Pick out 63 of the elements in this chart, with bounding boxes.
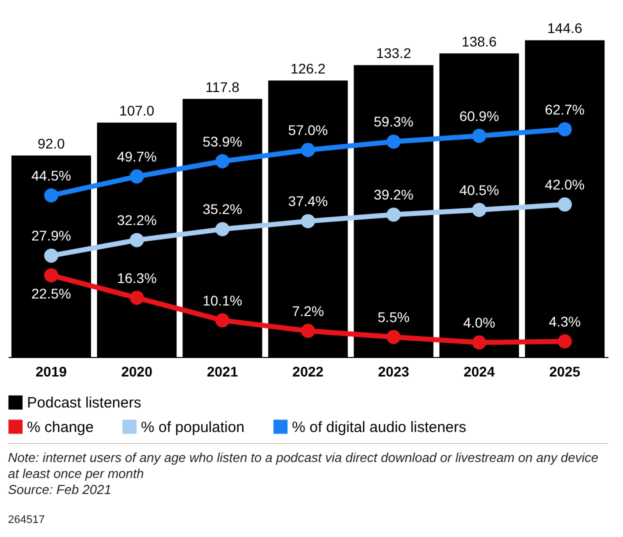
data-label: 42.0% bbox=[544, 176, 585, 192]
data-label: 92.0 bbox=[38, 135, 66, 152]
data-label: 57.0% bbox=[288, 122, 328, 138]
legend-label: % of digital audio listeners bbox=[292, 418, 466, 436]
legend-label: % of population bbox=[141, 418, 244, 436]
legend-label: % change bbox=[27, 418, 94, 436]
x-tick-label: 2023 bbox=[378, 364, 410, 380]
data-label: 107.0 bbox=[119, 102, 155, 119]
data-label: 39.2% bbox=[374, 186, 414, 203]
text: Note: internet users of any age who listen to a podcast via direct download or livestream on any device at least once per month bbox=[8, 450, 600, 482]
data-label: 5.5% bbox=[378, 309, 410, 326]
x-tick-label: 2025 bbox=[549, 364, 581, 380]
point bbox=[472, 128, 486, 143]
point bbox=[300, 214, 316, 228]
data-label: 32.2% bbox=[116, 212, 157, 228]
data-label: 37.4% bbox=[288, 193, 328, 210]
point bbox=[386, 134, 401, 149]
x-tick-label: 2021 bbox=[206, 364, 238, 380]
data-label: 144.6 bbox=[547, 20, 582, 36]
data-label: 60.9% bbox=[459, 108, 500, 124]
point bbox=[472, 202, 486, 217]
data-label: 10.1% bbox=[202, 292, 242, 308]
text: 264517 bbox=[8, 513, 46, 528]
legend-label: Podcast listeners bbox=[27, 394, 142, 412]
data-label: 40.5% bbox=[459, 182, 500, 198]
source-note: Source: Feb 2021 bbox=[8, 482, 112, 498]
point bbox=[44, 188, 58, 202]
point bbox=[472, 335, 486, 350]
point bbox=[386, 330, 401, 344]
x-tick-label: 2019 bbox=[36, 364, 68, 380]
point bbox=[300, 142, 316, 158]
data-label: 138.6 bbox=[462, 33, 497, 50]
point bbox=[215, 154, 230, 168]
point bbox=[300, 324, 316, 338]
point bbox=[215, 313, 230, 328]
data-label: 53.9% bbox=[202, 133, 242, 150]
point bbox=[130, 169, 144, 184]
data-label: 126.2 bbox=[290, 60, 326, 77]
data-label: 4.3% bbox=[548, 313, 581, 330]
point bbox=[215, 222, 230, 236]
point bbox=[44, 248, 58, 263]
data-label: 4.0% bbox=[463, 314, 496, 330]
data-label: 49.7% bbox=[116, 148, 157, 165]
data-label: 44.5% bbox=[31, 167, 72, 184]
data-label: 35.2% bbox=[202, 201, 242, 218]
x-tick-label: 2020 bbox=[121, 364, 153, 380]
data-label: 59.3% bbox=[374, 114, 414, 130]
point bbox=[558, 122, 572, 136]
data-label: 117.8 bbox=[205, 78, 240, 95]
point bbox=[130, 233, 144, 248]
x-tick-label: 2022 bbox=[292, 364, 324, 380]
point bbox=[558, 334, 572, 348]
point bbox=[558, 197, 572, 212]
data-label: 27.9% bbox=[31, 228, 72, 244]
data-label: 22.5% bbox=[31, 285, 72, 302]
data-label: 62.7% bbox=[544, 101, 585, 118]
data-label: 16.3% bbox=[116, 270, 157, 286]
data-label: 7.2% bbox=[292, 302, 324, 319]
point bbox=[130, 290, 144, 305]
x-tick-label: 2024 bbox=[464, 364, 495, 380]
data-label: 133.2 bbox=[376, 45, 412, 62]
point bbox=[44, 268, 58, 282]
point bbox=[386, 208, 401, 222]
